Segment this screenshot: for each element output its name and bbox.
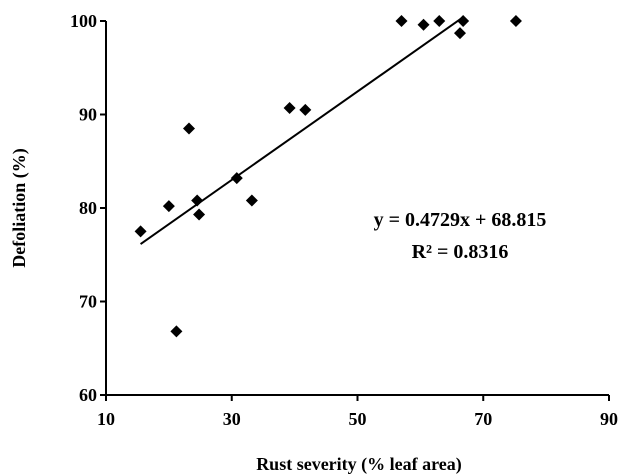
y-tick-label: 80 bbox=[79, 198, 97, 218]
x-tick-label: 10 bbox=[97, 409, 115, 429]
data-point bbox=[191, 194, 204, 207]
tick-marks bbox=[100, 20, 610, 401]
data-point bbox=[182, 122, 195, 135]
r-squared-label: R² = 0.8316 bbox=[412, 241, 509, 263]
data-point bbox=[433, 15, 446, 27]
x-tick-label: 90 bbox=[600, 409, 618, 429]
data-point bbox=[162, 200, 175, 213]
data-point bbox=[230, 172, 243, 185]
x-tick-label: 50 bbox=[349, 409, 367, 429]
y-tick-label: 60 bbox=[79, 385, 97, 405]
trendline-group bbox=[140, 16, 464, 245]
regression-equation: y = 0.4729x + 68.815 bbox=[374, 209, 547, 231]
data-point bbox=[170, 325, 183, 338]
y-tick-label: 90 bbox=[79, 105, 97, 125]
data-points bbox=[134, 15, 522, 338]
data-point bbox=[457, 15, 470, 27]
tick-labels: 60 70 80 90 100 10 30 50 70 90 bbox=[70, 11, 618, 429]
y-axis-label: Defoliation (%) bbox=[9, 148, 30, 267]
x-tick-label: 70 bbox=[474, 409, 492, 429]
data-point bbox=[417, 18, 430, 31]
x-tick-label: 30 bbox=[223, 409, 241, 429]
y-tick-label: 100 bbox=[70, 11, 97, 31]
y-tick-label: 70 bbox=[79, 292, 97, 312]
axes bbox=[105, 21, 609, 396]
data-point bbox=[245, 194, 258, 207]
data-point bbox=[193, 208, 206, 221]
data-point bbox=[509, 15, 522, 27]
data-point bbox=[453, 27, 466, 40]
data-point bbox=[134, 225, 147, 238]
x-axis-label: Rust severity (% leaf area) bbox=[256, 454, 462, 475]
data-point bbox=[299, 103, 312, 116]
data-point bbox=[395, 15, 408, 27]
data-point bbox=[283, 101, 296, 114]
trendline bbox=[140, 16, 464, 245]
